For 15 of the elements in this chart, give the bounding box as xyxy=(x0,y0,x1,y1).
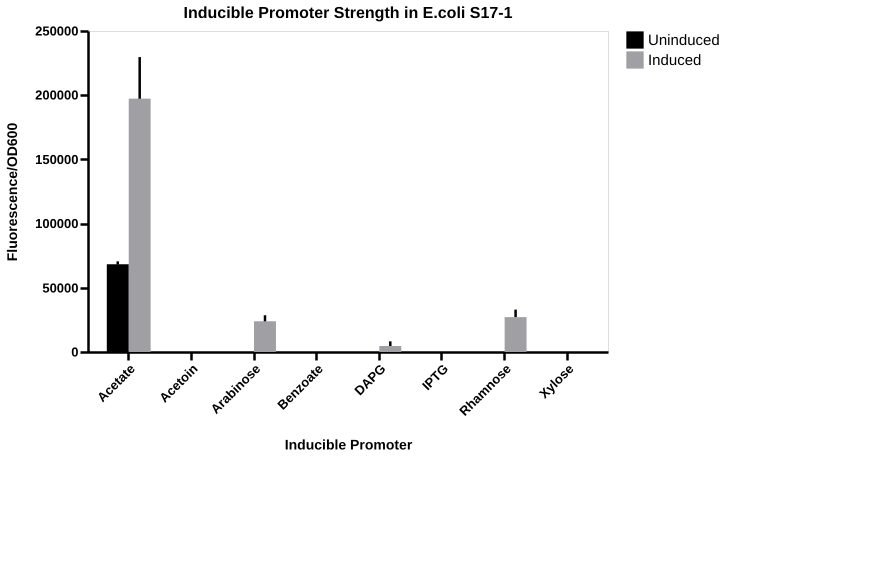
y-tick-label: 0 xyxy=(71,344,78,360)
legend-label: Induced xyxy=(648,52,702,69)
bar xyxy=(379,346,402,352)
bar xyxy=(254,321,276,352)
y-axis-title: Fluorescence/OD600 xyxy=(4,122,20,262)
x-axis-title: Inducible Promoter xyxy=(284,436,413,453)
chart-title: Inducible Promoter Strength in E.coli S17-1 xyxy=(184,5,513,22)
bar xyxy=(128,98,151,352)
y-tick-label: 100000 xyxy=(35,216,78,232)
legend-label: Uninduced xyxy=(648,32,720,49)
bar xyxy=(504,317,527,352)
y-tick-label: 250000 xyxy=(35,24,78,38)
y-tick-label: 200000 xyxy=(35,88,78,103)
y-tick-label: 150000 xyxy=(35,152,78,167)
y-tick-label: 50000 xyxy=(42,280,78,296)
